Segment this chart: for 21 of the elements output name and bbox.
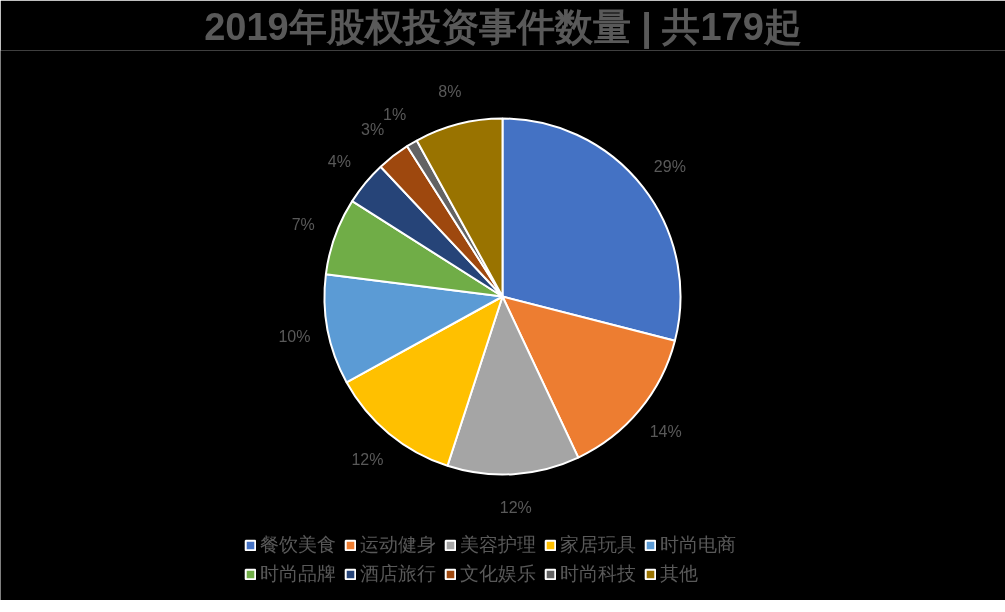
data-label: 12%: [499, 499, 532, 517]
legend-label: 运动健身: [360, 533, 436, 557]
legend-label: 时尚电商: [660, 533, 736, 557]
legend-label: 餐饮美食: [260, 533, 336, 557]
data-label: 1%: [383, 105, 407, 123]
data-label: 12%: [351, 451, 384, 469]
data-label: 8%: [438, 82, 462, 100]
legend-label: 酒店旅行: [360, 562, 436, 586]
legend-label: 时尚科技: [560, 562, 636, 586]
data-label: 4%: [327, 152, 351, 170]
legend-label: 家居玩具: [560, 533, 636, 557]
legend-label: 文化娱乐: [460, 562, 536, 586]
data-label: 29%: [653, 158, 686, 176]
data-label: 10%: [278, 327, 311, 345]
data-label: 3%: [361, 120, 385, 138]
legend-label: 美容护理: [460, 533, 536, 557]
data-label: 7%: [291, 216, 315, 234]
legend-label: 时尚品牌: [260, 562, 336, 586]
data-label: 14%: [649, 423, 682, 441]
chart-title: 2019年股权投资事件数量 | 共179起: [204, 5, 802, 49]
legend-label: 其他: [660, 562, 698, 586]
